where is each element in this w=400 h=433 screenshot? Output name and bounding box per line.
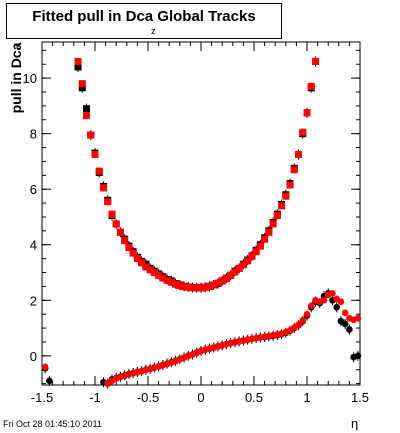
data-point-red bbox=[214, 279, 222, 287]
y-tick-label: 2 bbox=[30, 293, 37, 308]
data-point-red bbox=[248, 252, 256, 260]
data-point-red bbox=[116, 228, 124, 236]
data-point-red bbox=[329, 290, 336, 297]
chart-title-subscript: z bbox=[151, 26, 156, 36]
data-point-red bbox=[189, 284, 197, 292]
x-tick-label: 1 bbox=[303, 390, 310, 405]
plot-frame bbox=[41, 41, 361, 386]
data-point-black bbox=[46, 377, 53, 385]
data-point-red bbox=[261, 235, 269, 243]
data-point-red bbox=[197, 284, 205, 292]
data-point-red bbox=[210, 281, 218, 289]
data-point-red bbox=[150, 269, 158, 277]
timestamp: Fri Oct 28 01:45:10 2011 bbox=[3, 419, 102, 429]
data-point-red bbox=[269, 220, 277, 228]
data-point-red bbox=[227, 271, 235, 279]
data-point-red bbox=[121, 237, 129, 245]
data-point-red bbox=[295, 150, 303, 158]
x-axis-label: η bbox=[351, 416, 359, 431]
data-point-red bbox=[244, 257, 252, 265]
data-point-red bbox=[354, 315, 362, 322]
data-point-black bbox=[78, 84, 86, 92]
data-point-red bbox=[159, 274, 167, 282]
chart-title: Fitted pull in Dca Global Tracks bbox=[32, 8, 256, 25]
data-point-black bbox=[74, 63, 82, 71]
data-point-red bbox=[307, 82, 315, 90]
data-point-red bbox=[218, 277, 226, 285]
data-point-red bbox=[286, 181, 294, 189]
data-point-red bbox=[222, 275, 230, 283]
data-point-red bbox=[172, 280, 180, 288]
data-point-red bbox=[299, 128, 307, 136]
data-point-red bbox=[83, 112, 91, 120]
data-point-red bbox=[99, 184, 107, 192]
data-point-red bbox=[104, 198, 112, 206]
data-point-red bbox=[307, 302, 315, 310]
x-tick-label: -0.5 bbox=[137, 390, 159, 405]
data-point-red bbox=[303, 310, 311, 318]
data-point-red bbox=[278, 202, 286, 210]
data-point-red bbox=[184, 283, 192, 291]
y-tick-label: 4 bbox=[30, 238, 37, 253]
data-point-red bbox=[201, 283, 209, 291]
data-point-red bbox=[295, 321, 302, 329]
data-point-red bbox=[91, 150, 99, 158]
y-tick-label: 8 bbox=[30, 127, 37, 142]
data-point-red bbox=[129, 249, 137, 257]
y-tick-label: 6 bbox=[30, 182, 37, 197]
data-point-red bbox=[78, 80, 86, 88]
x-tick-label: -1 bbox=[89, 390, 101, 405]
data-point-red bbox=[125, 244, 133, 252]
data-point-red bbox=[138, 259, 146, 267]
data-point-red bbox=[320, 296, 328, 304]
data-point-red bbox=[299, 316, 307, 324]
data-point-red bbox=[180, 283, 188, 291]
data-point-red bbox=[205, 282, 213, 290]
data-point-red bbox=[146, 266, 154, 274]
data-point-red bbox=[341, 309, 349, 317]
data-point-red bbox=[133, 255, 141, 263]
data-point-red bbox=[290, 166, 298, 174]
data-point-red bbox=[163, 276, 171, 284]
data-point-red bbox=[155, 271, 163, 279]
data-point-red bbox=[303, 109, 311, 117]
data-point-black bbox=[354, 352, 362, 360]
data-point-red bbox=[239, 261, 247, 269]
title-box: Fitted pull in Dca Global Tracks z bbox=[6, 3, 282, 39]
y-tick-label: 10 bbox=[23, 71, 37, 86]
x-tick-label: 1.5 bbox=[351, 390, 369, 405]
data-point-red bbox=[167, 278, 175, 286]
data-point-red bbox=[95, 167, 103, 175]
data-point-red bbox=[256, 242, 264, 250]
data-point-black bbox=[83, 105, 91, 113]
data-point-black bbox=[341, 320, 349, 328]
data-point-red bbox=[282, 192, 290, 200]
data-point-red bbox=[252, 248, 260, 256]
data-point-red bbox=[231, 268, 239, 276]
data-point-red bbox=[176, 282, 184, 290]
x-tick-label: -1.5 bbox=[31, 390, 53, 405]
data-point-red bbox=[112, 220, 120, 228]
data-point-red bbox=[311, 57, 319, 65]
data-point-red bbox=[193, 284, 201, 292]
data-point-red bbox=[265, 228, 273, 236]
data-point-red bbox=[235, 264, 243, 272]
data-point-red bbox=[108, 210, 116, 218]
y-tick-label: 0 bbox=[30, 349, 37, 364]
data-point-black bbox=[333, 303, 340, 311]
data-point-red bbox=[41, 363, 49, 371]
x-tick-label: 0 bbox=[197, 390, 204, 405]
data-point-red bbox=[273, 212, 281, 220]
data-point-red bbox=[87, 131, 95, 139]
data-point-red bbox=[337, 298, 345, 305]
y-axis-label-subscript: z bbox=[11, 42, 22, 48]
data-point-black bbox=[346, 326, 353, 333]
data-point-red bbox=[142, 263, 150, 271]
x-tick-label: 0.5 bbox=[245, 390, 263, 405]
data-point-red bbox=[74, 57, 82, 65]
